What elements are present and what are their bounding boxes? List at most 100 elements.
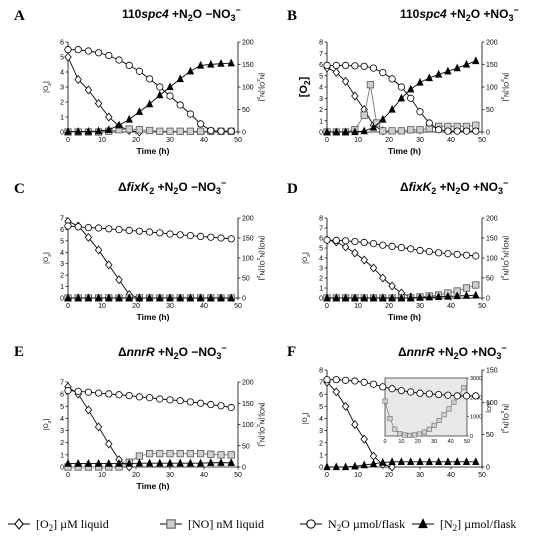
y-left-tick-label: 7: [319, 380, 323, 387]
data-point: [351, 91, 359, 101]
data-point: [351, 293, 359, 302]
data-point: [227, 451, 235, 459]
data-point: [176, 293, 184, 302]
x-tick-label: 30: [166, 137, 174, 144]
panel-A: A 110spc4 +N2O −NO3−0 10 20 30 40 500123456050…: [14, 5, 265, 156]
panel-letter: C: [14, 181, 25, 197]
data-point: [227, 458, 235, 466]
data-point: [341, 61, 350, 70]
data-point: [227, 235, 235, 243]
data-point: [84, 459, 93, 467]
data-point: [366, 81, 375, 89]
series-line: [327, 84, 476, 133]
data-point: [94, 245, 103, 255]
inset-x-tick-label: 30: [431, 439, 437, 445]
data-point: [472, 252, 480, 260]
data-point: [166, 396, 174, 404]
panel-title: ΔnnrR +N2O −NO3−: [118, 343, 227, 361]
data-point: [196, 458, 205, 467]
legend-item-circle: N2O µmol/flask: [300, 517, 405, 533]
inset-data-point: [411, 432, 418, 438]
data-point: [341, 242, 350, 252]
data-point: [434, 457, 443, 466]
data-point: [146, 394, 154, 402]
y-right-label: [N2O],[N2]: [255, 73, 265, 102]
inset-y-tick-label: 3000: [470, 376, 482, 382]
inset-plot-area: [384, 377, 468, 437]
y-right-tick-label: 0: [242, 130, 246, 137]
y-left-tick-label: 2: [319, 107, 323, 114]
data-point: [407, 84, 415, 93]
series-circle: [64, 46, 235, 135]
y-right-tick-label: 100: [242, 422, 254, 429]
data-point: [425, 248, 433, 256]
data-point: [186, 458, 195, 467]
x-tick-label: 50: [478, 303, 486, 310]
data-point: [196, 293, 205, 302]
data-point: [462, 457, 471, 466]
data-point: [166, 458, 174, 467]
data-point: [64, 293, 72, 302]
data-point: [453, 63, 461, 72]
x-tick-label: 20: [132, 303, 140, 310]
data-point: [323, 236, 331, 244]
data-point: [156, 127, 164, 135]
data-point: [135, 393, 143, 401]
x-tick-label: 50: [478, 137, 486, 144]
y-left-tick-label: 5: [60, 55, 64, 62]
y-right-tick-label: 150: [242, 62, 254, 69]
data-point: [227, 293, 235, 302]
y-right-tick-label: 0: [242, 465, 246, 472]
panel-C: C ΔfixK2 +N2O −NO3−0 10 20 30 40 5001234567050…: [14, 178, 265, 322]
data-point: [146, 75, 154, 83]
y-left-tick-label: 3: [60, 261, 64, 268]
data-point: [125, 391, 133, 400]
data-point: [176, 450, 184, 458]
y-right-tick-label: 200: [242, 216, 254, 223]
y-left-tick-label: 5: [319, 73, 323, 80]
data-point: [135, 458, 144, 467]
data-point: [416, 108, 424, 116]
y-right-tick-label: 50: [242, 276, 250, 283]
y-right-tick-label: 50: [486, 107, 494, 114]
data-point: [135, 107, 144, 115]
y-left-tick-label: 8: [319, 368, 323, 375]
x-tick-label: 10: [354, 137, 362, 144]
data-point: [84, 293, 93, 302]
y-left-tick-label: 1: [319, 118, 323, 125]
y-right-tick-label: 150: [242, 236, 254, 243]
data-point: [94, 99, 103, 108]
panel-letter: F: [287, 344, 296, 360]
y-left-tick-label: 5: [319, 404, 323, 411]
data-point: [207, 59, 215, 68]
data-point: [115, 226, 123, 234]
y-right-tick-label: 0: [486, 465, 490, 472]
data-point: [369, 263, 378, 273]
data-point: [360, 434, 368, 444]
data-point: [360, 126, 368, 135]
data-point: [332, 462, 340, 471]
y-right-tick-label: 200: [486, 40, 498, 47]
y-left-tick-label: 4: [319, 85, 323, 92]
data-point: [186, 293, 195, 302]
data-point: [196, 127, 205, 135]
series-line: [68, 49, 232, 132]
data-point: [472, 121, 480, 129]
y-left-tick-label: 2: [60, 100, 64, 107]
data-point: [217, 458, 225, 466]
data-point: [217, 234, 225, 242]
data-point: [416, 246, 424, 254]
y-left-label: [O2]: [43, 81, 53, 93]
data-point: [341, 376, 350, 384]
data-point: [472, 127, 480, 135]
legend: [O2] µM liquid [NO] nM liquid N2O µmol/fla…: [8, 517, 516, 533]
data-point: [115, 56, 123, 64]
data-point: [425, 390, 433, 398]
inset-x-tick-label: 0: [383, 439, 386, 445]
y-left-tick-label: 7: [319, 51, 323, 58]
panel-E: E ΔnnrR +N2O −NO3−0 10 20 30 40 50012345670501…: [14, 343, 265, 491]
x-tick-label: 50: [234, 472, 242, 479]
data-point: [186, 450, 194, 458]
y-right-tick-label: 50: [486, 276, 494, 283]
data-point: [176, 397, 184, 405]
